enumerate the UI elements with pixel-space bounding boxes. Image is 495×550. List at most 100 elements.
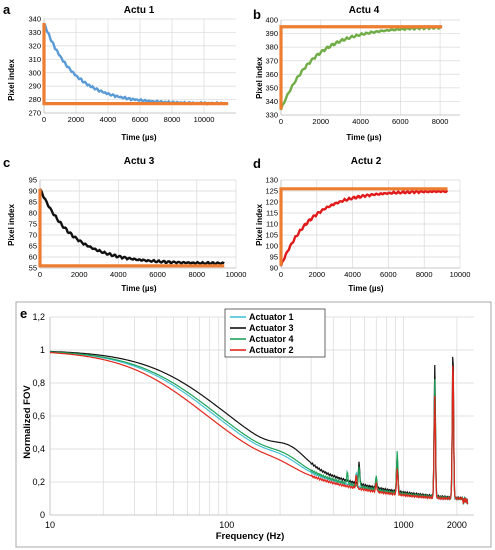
chart-a-ytick-label: 330: [28, 28, 41, 37]
chart-a-xtick-label: 2000: [68, 115, 85, 124]
chart-b-title: Actu 4: [349, 5, 380, 16]
panel-letter-c: c: [3, 155, 10, 170]
chart-c-ylabel: Pixel index: [7, 204, 16, 246]
chart-c-ytick-label: 65: [29, 242, 37, 251]
chart-b-xtick-label: 4000: [352, 117, 369, 126]
chart-d-ytick-label: 100: [265, 242, 278, 251]
chart-c-ytick-label: 80: [29, 209, 37, 218]
chart-d-ytick-label: 130: [265, 176, 278, 185]
chart-d-ylabel: Pixel index: [255, 204, 264, 246]
chart-b-ytick-label: 380: [265, 43, 278, 52]
chart-c-ytick-label: 55: [29, 264, 37, 273]
chart-a-xtick-label: 4000: [100, 115, 117, 124]
chart-a-ytick-label: 300: [28, 68, 41, 77]
chart-b-ytick-label: 370: [265, 56, 278, 65]
chart-d-ytick-label: 105: [265, 231, 278, 240]
chart-a-xtick-label: 10000: [194, 115, 215, 124]
chart-e-ytick-label: 0: [40, 510, 45, 520]
chart-e-xtick-label: 1000: [394, 520, 414, 530]
chart-a-xtick-label: 0: [42, 115, 46, 124]
chart-c-xlabel: Time (µs): [121, 284, 156, 293]
chart-a-ylabel: Pixel index: [7, 59, 16, 101]
panel-letter-e: e: [20, 306, 27, 321]
chart-c-xtick-label: 10000: [226, 270, 247, 279]
chart-d-xtick-label: 8000: [416, 270, 433, 279]
chart-c: 55 60 65 70 75 80 85 90 95 0 2000 4000 6000 8000 10000: [29, 176, 247, 279]
chart-e-ytick-label: 0,6: [32, 411, 45, 421]
chart-d-xtick-label: 6000: [380, 270, 397, 279]
chart-d-xlabel: Time (µs): [348, 284, 383, 293]
chart-b-response-series: [279, 25, 443, 111]
chart-e-series-actuator-1: [50, 351, 469, 504]
chart-a-target-series: [42, 23, 228, 106]
chart-c-ytick-label: 75: [29, 220, 37, 229]
chart-d-ytick-label: 95: [270, 253, 278, 262]
chart-c-ytick-label: 90: [29, 187, 37, 196]
chart-b-target-series: [279, 25, 443, 110]
chart-d-xtick-label: 2000: [308, 270, 325, 279]
chart-e-xtick-label: 2000: [447, 520, 467, 530]
chart-a-ytick-label: 340: [28, 15, 41, 24]
chart-c-xtick-label: 0: [38, 270, 42, 279]
chart-b-xtick-label: 6000: [392, 117, 409, 126]
chart-d-ytick-label: 125: [265, 187, 278, 196]
chart-b-ytick-label: 340: [265, 97, 278, 106]
chart-e: 0 0,2 0,4 0,6 0,8 1 1,2 10 100 1000 2000: [32, 312, 474, 530]
panel-letter-a: a: [3, 2, 11, 17]
chart-d-title: Actu 2: [351, 156, 382, 167]
chart-c-ytick-label: 95: [29, 176, 37, 185]
chart-c-ytick-label: 60: [29, 253, 37, 262]
chart-e-series-actuator-3: [50, 350, 469, 505]
legend-label-actuator-4: Actuator 4: [249, 334, 294, 344]
chart-a-ytick-label: 280: [28, 95, 41, 104]
chart-a-ytick-label: 310: [28, 55, 41, 64]
chart-d-response-series: [279, 188, 449, 267]
chart-e-ytick-label: 0,2: [32, 477, 45, 487]
chart-b-ytick-label: 360: [265, 70, 278, 79]
chart-c-xtick-label: 2000: [71, 270, 88, 279]
chart-e-series-actuator-4: [50, 351, 469, 505]
chart-e-ytick-label: 0,8: [32, 378, 45, 388]
chart-b-ylabel: Pixel index: [255, 57, 264, 99]
chart-d-xtick-label: 0: [279, 270, 283, 279]
chart-a: 270 280 290 300 310 320 330 340 0 2000 4000 6000 800…: [28, 15, 236, 124]
chart-e-xtick-label: 100: [219, 520, 234, 530]
chart-a-title: Actu 1: [124, 5, 155, 16]
chart-a-ytick-label: 270: [28, 109, 41, 118]
chart-b-xtick-label: 0: [279, 117, 283, 126]
chart-e-legend: Actuator 1 Actuator 3 Actuator 4 Actuato…: [224, 308, 326, 358]
chart-c-ytick-label: 85: [29, 198, 37, 207]
chart-e-xtick-label: 10: [45, 520, 55, 530]
panel-letter-d: d: [253, 156, 261, 171]
legend-label-actuator-1: Actuator 1: [249, 312, 294, 322]
chart-a-ytick-label: 290: [28, 82, 41, 91]
chart-a-response-series: [43, 22, 229, 106]
chart-e-series-actuator-2: [50, 352, 469, 505]
chart-b-xtick-label: 8000: [432, 117, 449, 126]
chart-c-title: Actu 3: [124, 156, 155, 167]
chart-e-frame: [15, 301, 492, 548]
chart-d-xtick-label: 4000: [344, 270, 361, 279]
chart-a-xtick-label: 6000: [132, 115, 149, 124]
chart-c-target-series: [38, 188, 225, 268]
chart-e-ytick-label: 1,2: [32, 312, 45, 322]
chart-d-ytick-label: 90: [270, 264, 278, 273]
chart-d-ytick-label: 110: [266, 220, 278, 229]
chart-e-xlabel: Frequency (Hz): [216, 531, 285, 542]
chart-b-ytick-label: 390: [265, 29, 278, 38]
chart-d: 90 95 100 105 110 115 120 125 130 0 2000 4000 6000 80…: [265, 176, 470, 279]
chart-b-xtick-label: 2000: [312, 117, 329, 126]
chart-a-xtick-label: 8000: [164, 115, 181, 124]
chart-b-ytick-label: 330: [265, 111, 278, 120]
chart-c-xtick-label: 8000: [188, 270, 205, 279]
chart-e-ytick-label: 1: [40, 345, 45, 355]
legend-label-actuator-2: Actuator 2: [249, 345, 294, 355]
chart-d-target-series: [279, 187, 448, 266]
chart-d-ytick-label: 120: [265, 198, 278, 207]
chart-c-response-series: [39, 188, 225, 266]
chart-c-xtick-label: 6000: [149, 270, 166, 279]
chart-d-xtick-label: 10000: [450, 270, 471, 279]
